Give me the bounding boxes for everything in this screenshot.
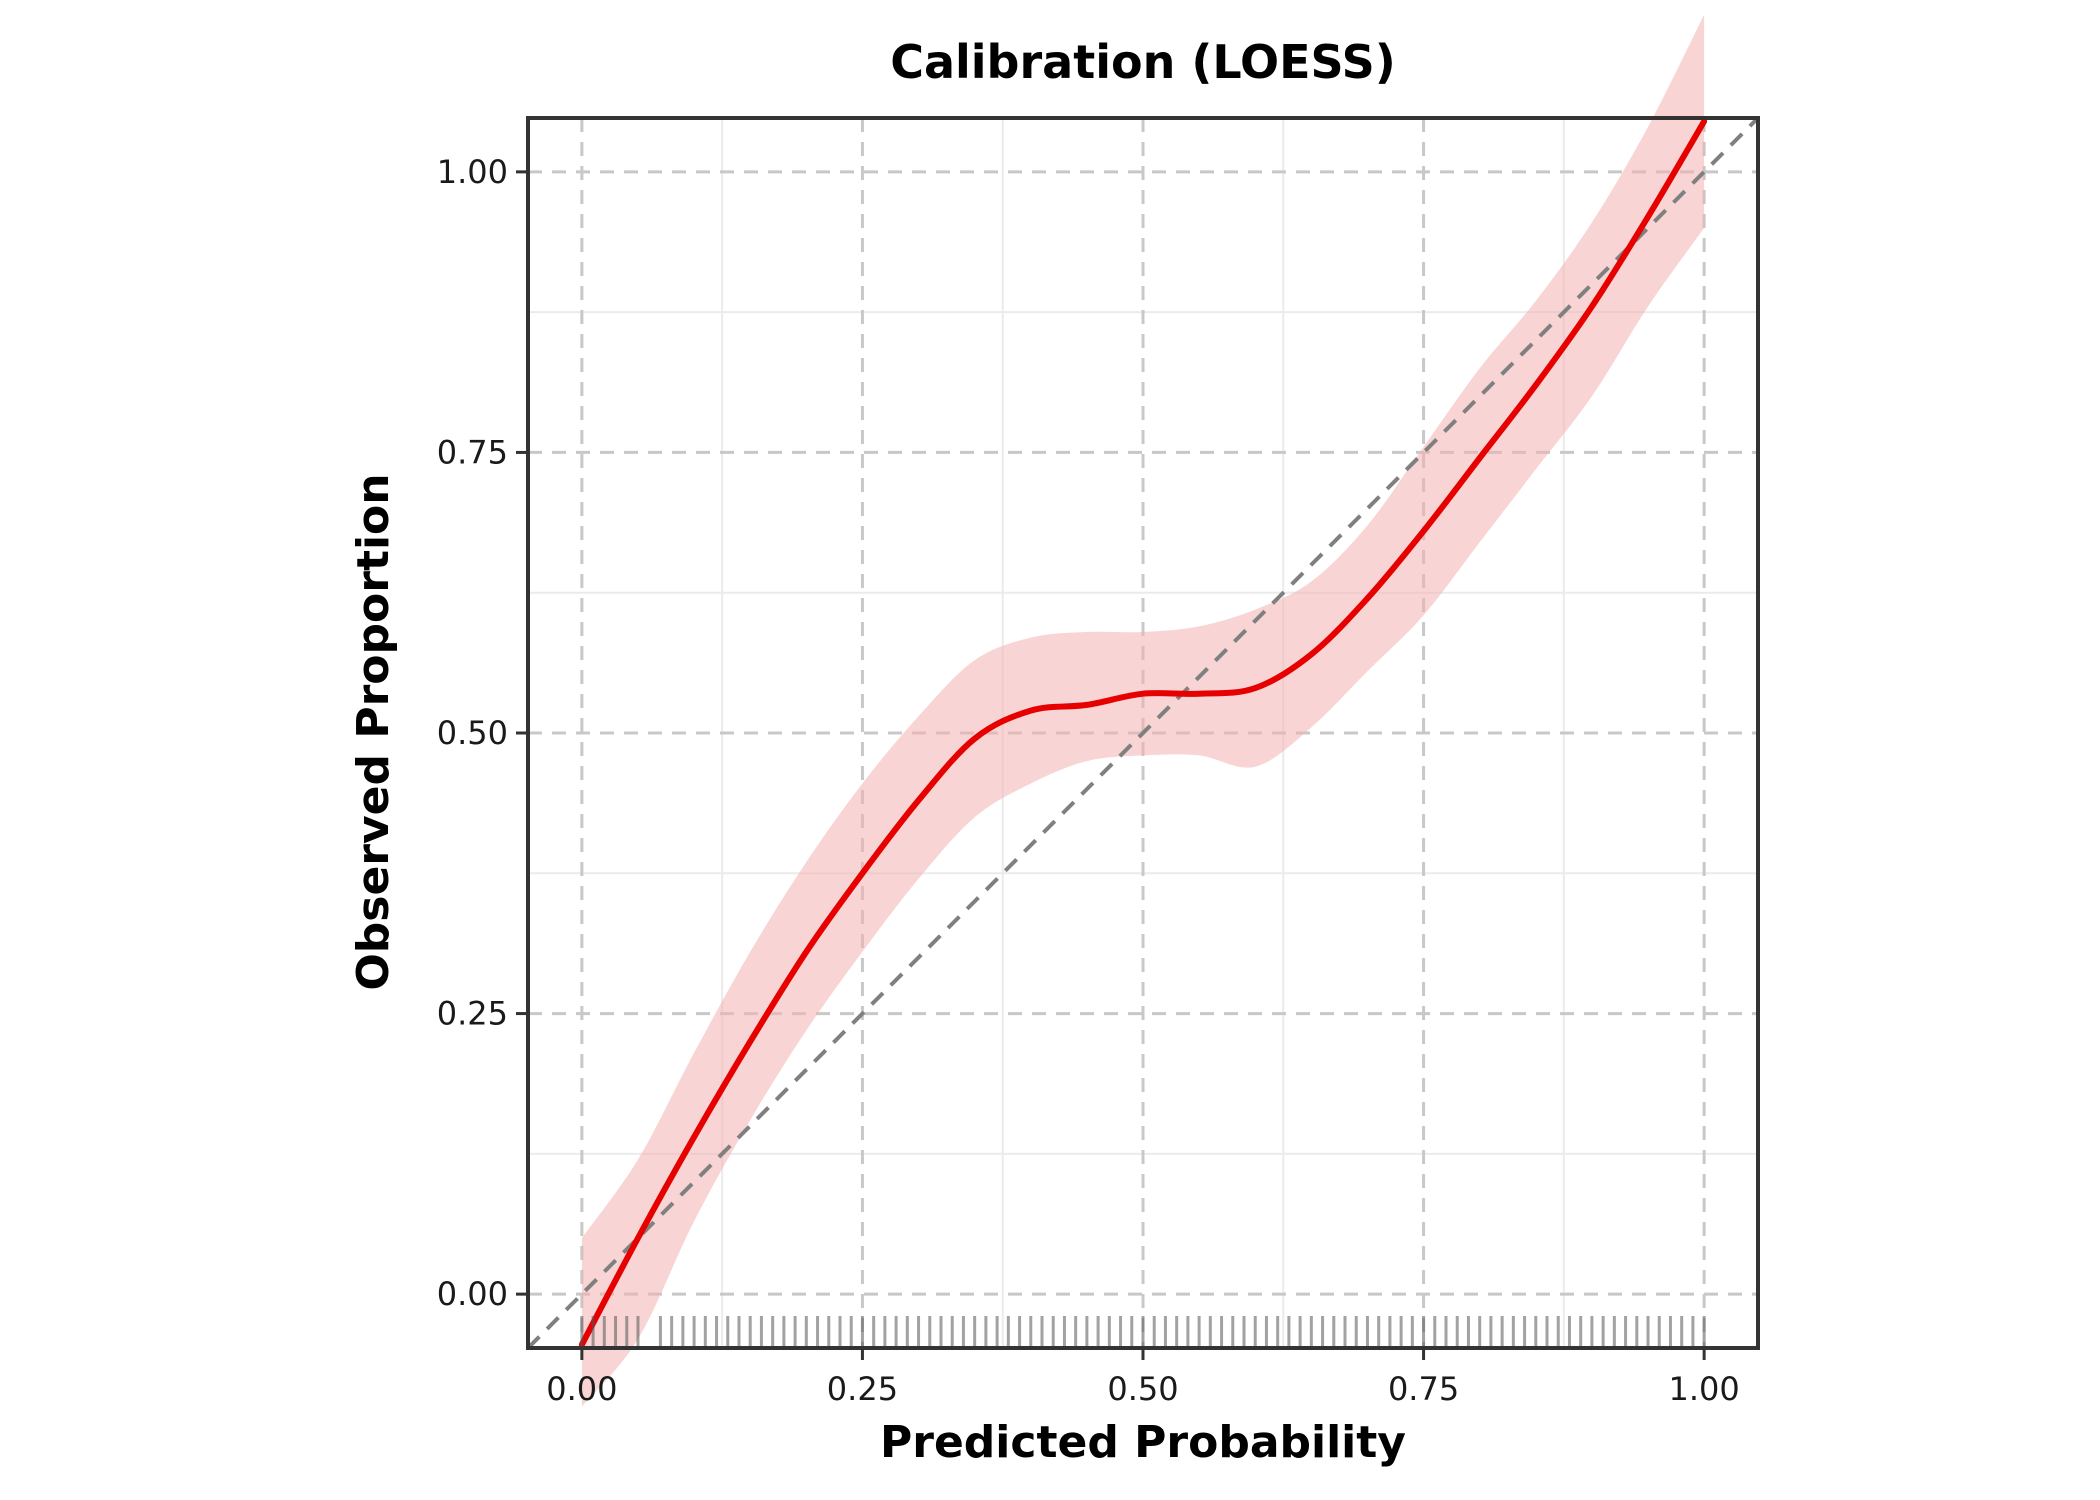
y-tick-label: 1.00: [437, 153, 508, 191]
chart-title: Calibration (LOESS): [890, 35, 1396, 89]
reference-diagonal: [526, 116, 1760, 1350]
x-tick-label: 0.25: [827, 1370, 898, 1408]
x-tick-label: 1.00: [1669, 1370, 1740, 1408]
x-tick-label: 0.50: [1107, 1370, 1178, 1408]
y-axis-label: Observed Proportion: [348, 473, 399, 990]
x-axis-label: Predicted Probability: [880, 1417, 1406, 1468]
calibration-curve: [578, 118, 1708, 1348]
x-tick-label: 0.75: [1388, 1370, 1459, 1408]
x-axis-ticks: 0.00 0.25 0.50 0.75 1.00: [546, 1348, 1740, 1408]
y-tick-label: 0.25: [437, 995, 508, 1033]
confidence-band: [581, 14, 1705, 1407]
y-tick-label: 0.00: [437, 1275, 508, 1313]
rug-marks: [580, 1316, 1706, 1346]
x-tick-label: 0.00: [546, 1370, 617, 1408]
y-tick-label: 0.75: [437, 433, 508, 471]
y-axis-ticks: 0.00 0.25 0.50 0.75 1.00: [437, 153, 528, 1313]
y-tick-label: 0.50: [437, 714, 508, 752]
